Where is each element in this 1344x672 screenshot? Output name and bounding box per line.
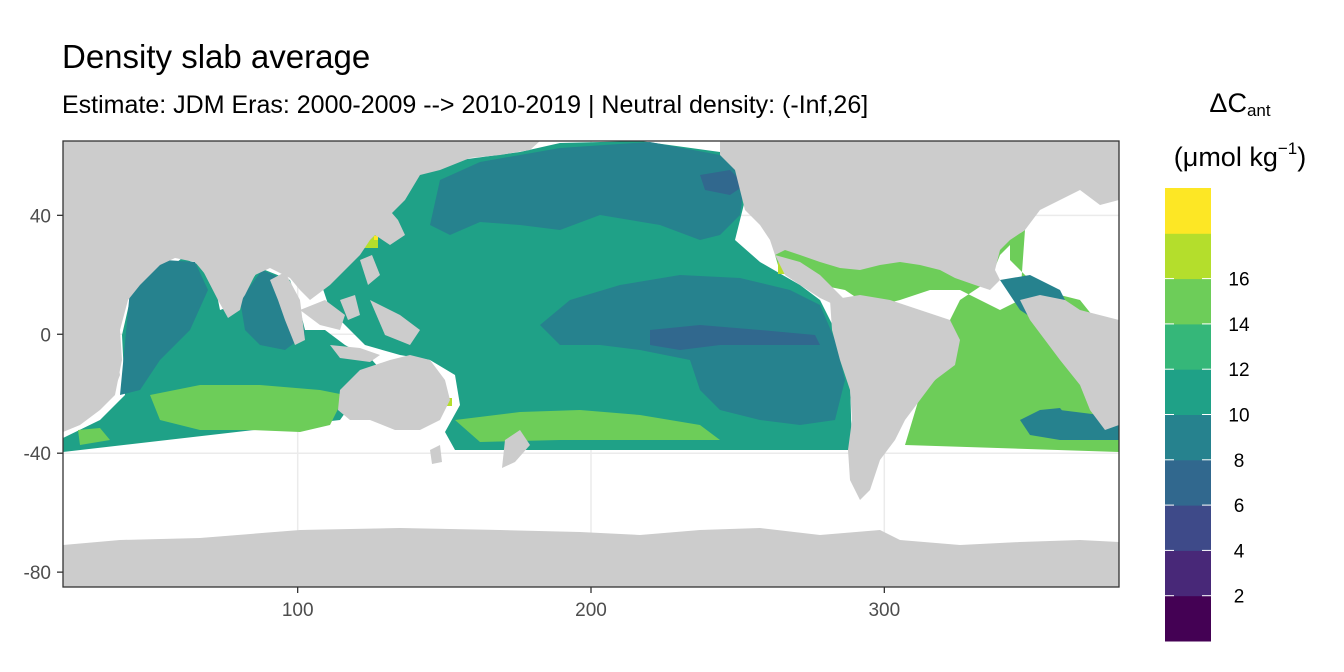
legend-bin (1165, 233, 1211, 280)
legend-bin (1165, 505, 1211, 551)
legend-bin (1165, 369, 1211, 415)
legend-bin (1165, 323, 1211, 370)
legend-bin (1165, 550, 1211, 597)
y-tick-label: 0 (40, 325, 51, 346)
ocean-field-6-8 (650, 170, 820, 350)
legend-bin (1165, 278, 1211, 325)
legend-bin (1165, 188, 1211, 234)
legend-bin (1165, 459, 1211, 506)
map-layers (63, 141, 1119, 587)
legend-label: 2 (1234, 587, 1245, 608)
legend-label: 8 (1234, 451, 1245, 472)
y-axis: 40 0 -40 -80 (24, 206, 63, 584)
legend-bin (1165, 414, 1211, 461)
x-tick-label: 200 (575, 600, 607, 621)
legend-bin (1165, 595, 1211, 642)
legend-label: 6 (1234, 496, 1245, 517)
x-tick-label: 100 (282, 600, 314, 621)
legend-title-unit: (μmol kg−1) (1173, 139, 1307, 172)
plot-subtitle: Estimate: JDM Eras: 2000-2009 --> 2010-2… (62, 91, 869, 119)
legend-title-variable: ΔCant (1209, 88, 1271, 120)
legend-label: 12 (1228, 360, 1249, 381)
y-tick-label: -40 (24, 444, 51, 465)
legend-colorbar: 2 4 6 8 10 12 14 16 (1165, 188, 1250, 642)
legend-label: 10 (1228, 406, 1249, 427)
legend-label: 16 (1228, 270, 1249, 291)
plot-title: Density slab average (62, 38, 371, 75)
x-tick-label: 300 (868, 600, 900, 621)
land (63, 141, 1119, 587)
y-tick-label: -80 (24, 563, 51, 584)
y-tick-label: 40 (30, 206, 51, 227)
legend-label: 14 (1228, 315, 1250, 336)
x-axis: 100 200 300 (282, 587, 900, 621)
legend-label: 4 (1234, 541, 1245, 562)
